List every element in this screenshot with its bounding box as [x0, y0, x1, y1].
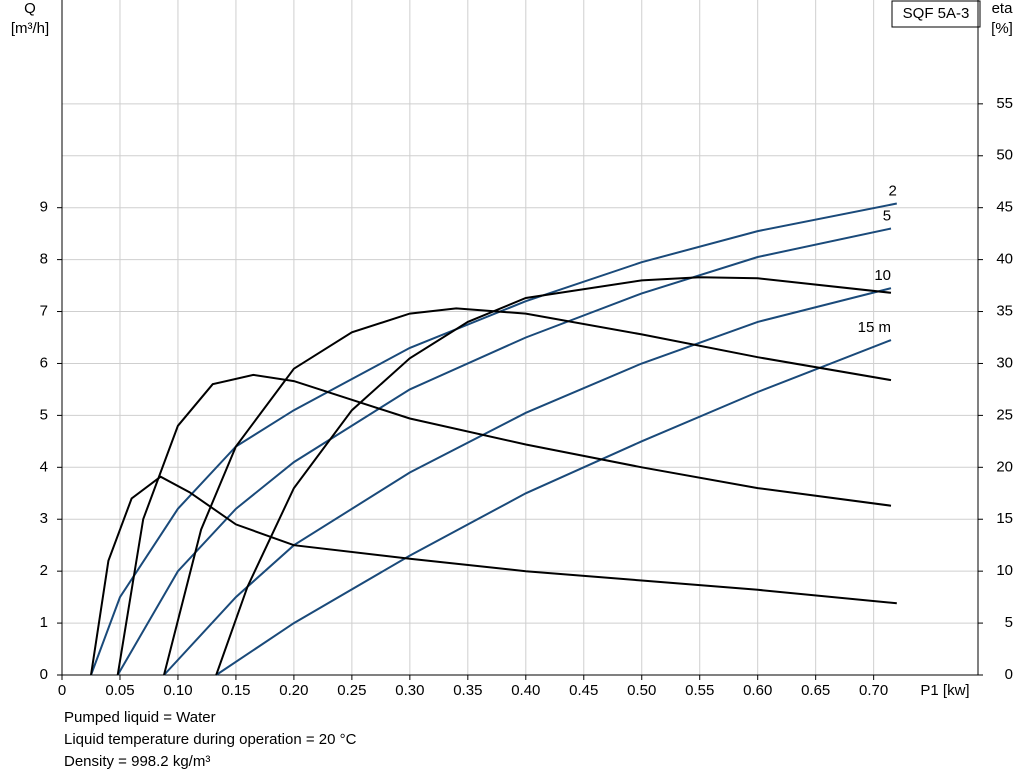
y-tick-label: 3 — [40, 510, 48, 527]
x-tick-label: 0.25 — [337, 682, 366, 699]
note: Pumped liquid = Water — [64, 709, 216, 726]
line — [215, 276, 892, 676]
title-box — [891, 0, 981, 28]
y2-tick-label: 10 — [996, 562, 1013, 579]
x-tick-label: 0.55 — [685, 682, 714, 699]
chart-title: SQF 5A-3 — [903, 5, 970, 22]
x-tick-label: 0.20 — [279, 682, 308, 699]
x-tick-label: 0.60 — [743, 682, 772, 699]
y2-tick-label: 25 — [996, 406, 1013, 423]
y2-tick-label: 5 — [1005, 614, 1013, 631]
series-label: 15 m — [858, 319, 891, 336]
note: Density = 998.2 kg/m³ — [64, 753, 210, 770]
line — [163, 287, 892, 676]
y2-tick-label: 50 — [996, 147, 1013, 164]
y2-tick-label: 55 — [996, 95, 1013, 112]
x-label: P1 [kw] — [920, 682, 969, 699]
y2-tick-label: 30 — [996, 354, 1013, 371]
line — [163, 307, 892, 676]
line — [215, 339, 892, 676]
y2-unit: [%] — [991, 20, 1013, 37]
y2-tick-label: 40 — [996, 251, 1013, 268]
x-tick-label: 0.40 — [511, 682, 540, 699]
x-tick-label: 0.70 — [859, 682, 888, 699]
y-tick-label: 1 — [40, 614, 48, 631]
x-tick-label: 0.50 — [627, 682, 656, 699]
x-tick-label: 0.45 — [569, 682, 598, 699]
y2-tick-label: 15 — [996, 510, 1013, 527]
x-tick-label: 0.05 — [105, 682, 134, 699]
line — [90, 202, 897, 676]
y2-tick-label: 0 — [1005, 666, 1013, 683]
series-label: 10 — [874, 267, 891, 284]
y-tick-label: 7 — [40, 303, 48, 320]
x-tick-label: 0 — [58, 682, 66, 699]
y-tick-label: 6 — [40, 354, 48, 371]
y2-label: eta — [992, 0, 1014, 17]
line — [116, 227, 892, 676]
y2-tick-label: 35 — [996, 303, 1013, 320]
y-tick-label: 5 — [40, 406, 48, 423]
y-tick-label: 2 — [40, 562, 48, 579]
y-label: Q — [24, 0, 36, 17]
y-tick-label: 4 — [40, 458, 48, 475]
y-unit: [m³/h] — [11, 20, 49, 37]
x-tick-label: 0.65 — [801, 682, 830, 699]
y-tick-label: 9 — [40, 199, 48, 216]
line — [116, 373, 892, 676]
y-tick-label: 8 — [40, 251, 48, 268]
series-label: 2 — [888, 183, 896, 200]
y2-tick-label: 45 — [996, 199, 1013, 216]
line — [90, 475, 897, 676]
x-tick-label: 0.15 — [221, 682, 250, 699]
x-tick-label: 0.30 — [395, 682, 424, 699]
x-tick-label: 0.35 — [453, 682, 482, 699]
series-label: 5 — [883, 207, 891, 224]
x-tick-label: 0.10 — [163, 682, 192, 699]
y-tick-label: 0 — [40, 666, 48, 683]
note: Liquid temperature during operation = 20… — [64, 731, 357, 748]
y2-tick-label: 20 — [996, 458, 1013, 475]
